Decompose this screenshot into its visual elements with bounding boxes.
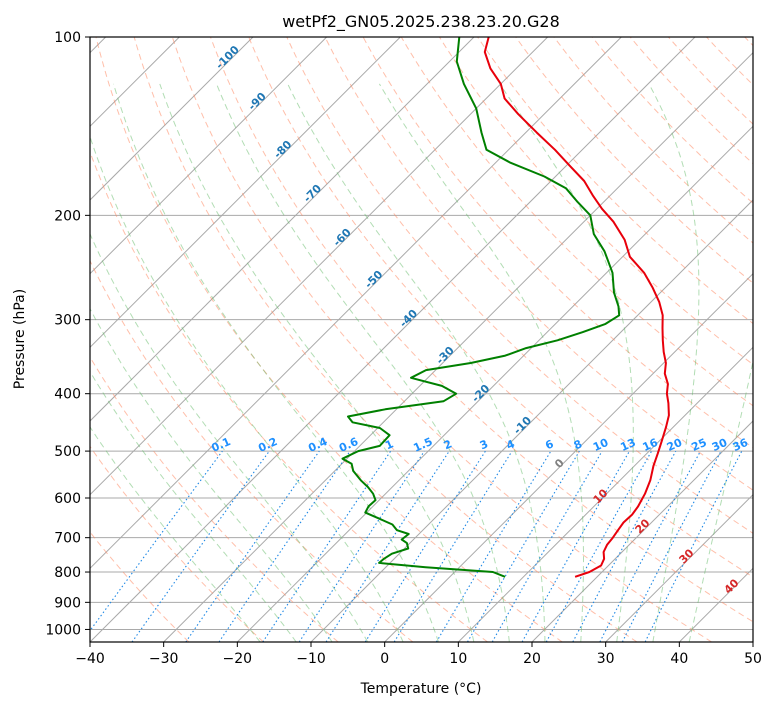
mixing-ratio-line — [90, 450, 223, 632]
plot-frame — [89, 36, 754, 643]
y-tick-label: 800 — [54, 565, 81, 581]
y-tick-label: 300 — [54, 313, 81, 329]
isotherm-line — [605, 493, 753, 642]
x-tick-label: −10 — [296, 651, 326, 667]
y-tick-label: 600 — [54, 491, 81, 507]
mixing-ratio-line — [218, 450, 351, 642]
dry-adiabat-line — [591, 37, 753, 204]
mixing-ratio-line — [325, 450, 450, 642]
dewpoint-profile-line — [341, 37, 621, 578]
moist-adiabat-line — [113, 83, 439, 642]
dry-adiabat-line — [95, 37, 563, 642]
moist-adiabat-line — [90, 307, 333, 642]
moist-adiabat-line — [216, 83, 510, 642]
x-tick-label: 30 — [597, 651, 615, 667]
isotherm-line — [236, 125, 753, 642]
isotherm-line — [90, 37, 622, 570]
x-tick-label: 0 — [380, 651, 389, 667]
mixing-ratio-line — [644, 450, 743, 642]
isotherm-line — [90, 37, 549, 496]
profiles — [341, 37, 670, 578]
moist-adiabat-line — [648, 83, 700, 642]
y-tick-label: 700 — [54, 531, 81, 547]
moist-adiabat-line — [287, 83, 546, 642]
dry-adiabat-line — [477, 37, 753, 325]
dry-adiabat-line — [400, 37, 753, 407]
mixing-ratio-line — [262, 450, 392, 642]
mixing-ratio-line — [298, 450, 425, 642]
mixing-ratio-label: 30 — [710, 436, 730, 454]
y-tick-label: 900 — [54, 595, 81, 611]
x-tick-label: 10 — [449, 651, 467, 667]
y-tick-label: 500 — [54, 444, 81, 460]
y-tick-label: 1000 — [45, 622, 81, 638]
dry-adiabat-line — [515, 37, 753, 284]
y-tick-label: 400 — [54, 387, 81, 403]
x-tick-label: −20 — [223, 651, 253, 667]
dry-adiabat-line — [248, 37, 753, 578]
x-tick-label: 40 — [670, 651, 688, 667]
mixing-ratio-label: 36 — [731, 436, 751, 454]
isotherm-line — [531, 420, 753, 642]
mixing-ratio-line — [572, 450, 677, 642]
mixing-ratio-label: 16 — [641, 436, 661, 454]
chart-title: wetPf2_GN05.2025.238.23.20.G28 — [282, 12, 560, 32]
moist-adiabat-line — [90, 426, 261, 642]
y-tick-label: 100 — [54, 30, 81, 46]
dry-adiabat-line — [362, 37, 753, 449]
axes: −40 −30 −20 −10 0 10 20 30 40 50 100 200 300 400 500 60… — [45, 30, 762, 667]
isotherm-line — [90, 37, 328, 275]
y-tick-label: 200 — [54, 208, 81, 224]
isotherm-line — [752, 641, 753, 642]
x-tick-label: 20 — [523, 651, 541, 667]
temperature-profile-line — [483, 37, 670, 578]
mixing-ratio-label: 25 — [689, 436, 708, 454]
dry-adiabat-line — [133, 37, 638, 642]
moist-adiabat-line — [499, 83, 634, 642]
plot-background — [90, 37, 753, 642]
mixing-ratio-line — [393, 450, 513, 642]
moist-adiabat-line — [90, 135, 404, 642]
dry-adiabat-line — [210, 37, 753, 623]
moist-adiabat-line — [159, 83, 475, 642]
dry-adiabat-line — [171, 37, 712, 642]
mixing-ratio-label: 10 — [591, 436, 611, 454]
isotherm-line — [90, 37, 696, 642]
x-tick-label: 50 — [744, 651, 762, 667]
moist-adiabat-line — [90, 232, 369, 642]
isotherm-line — [384, 272, 753, 642]
mixing-ratio-label: 13 — [618, 436, 637, 454]
mixing-ratio-label: 20 — [665, 436, 685, 454]
dry-adiabat-line — [629, 37, 753, 165]
moist-adiabat-line — [688, 359, 753, 642]
dry-adiabat-line — [90, 259, 414, 642]
x-axis-label: Temperature (°C) — [360, 681, 482, 697]
dry-adiabat-line — [90, 445, 264, 642]
mixing-ratio-line — [131, 450, 270, 642]
mixing-ratio-line — [521, 450, 630, 642]
isotherm-line — [163, 51, 753, 642]
mixing-ratio-line — [545, 450, 653, 642]
moist-adiabat-line — [378, 83, 584, 642]
x-tick-label: −30 — [149, 651, 179, 667]
moist-adiabat-line — [90, 370, 297, 642]
isotherm-line — [90, 37, 475, 422]
x-tick-label: −40 — [75, 651, 105, 667]
isotherm-line — [457, 346, 753, 642]
background-lines — [90, 37, 753, 642]
isotherm-line — [90, 37, 401, 349]
mixing-ratio-line — [185, 450, 320, 642]
y-axis-label: Pressure (hPa) — [12, 289, 28, 389]
isotherm-line — [90, 37, 254, 201]
